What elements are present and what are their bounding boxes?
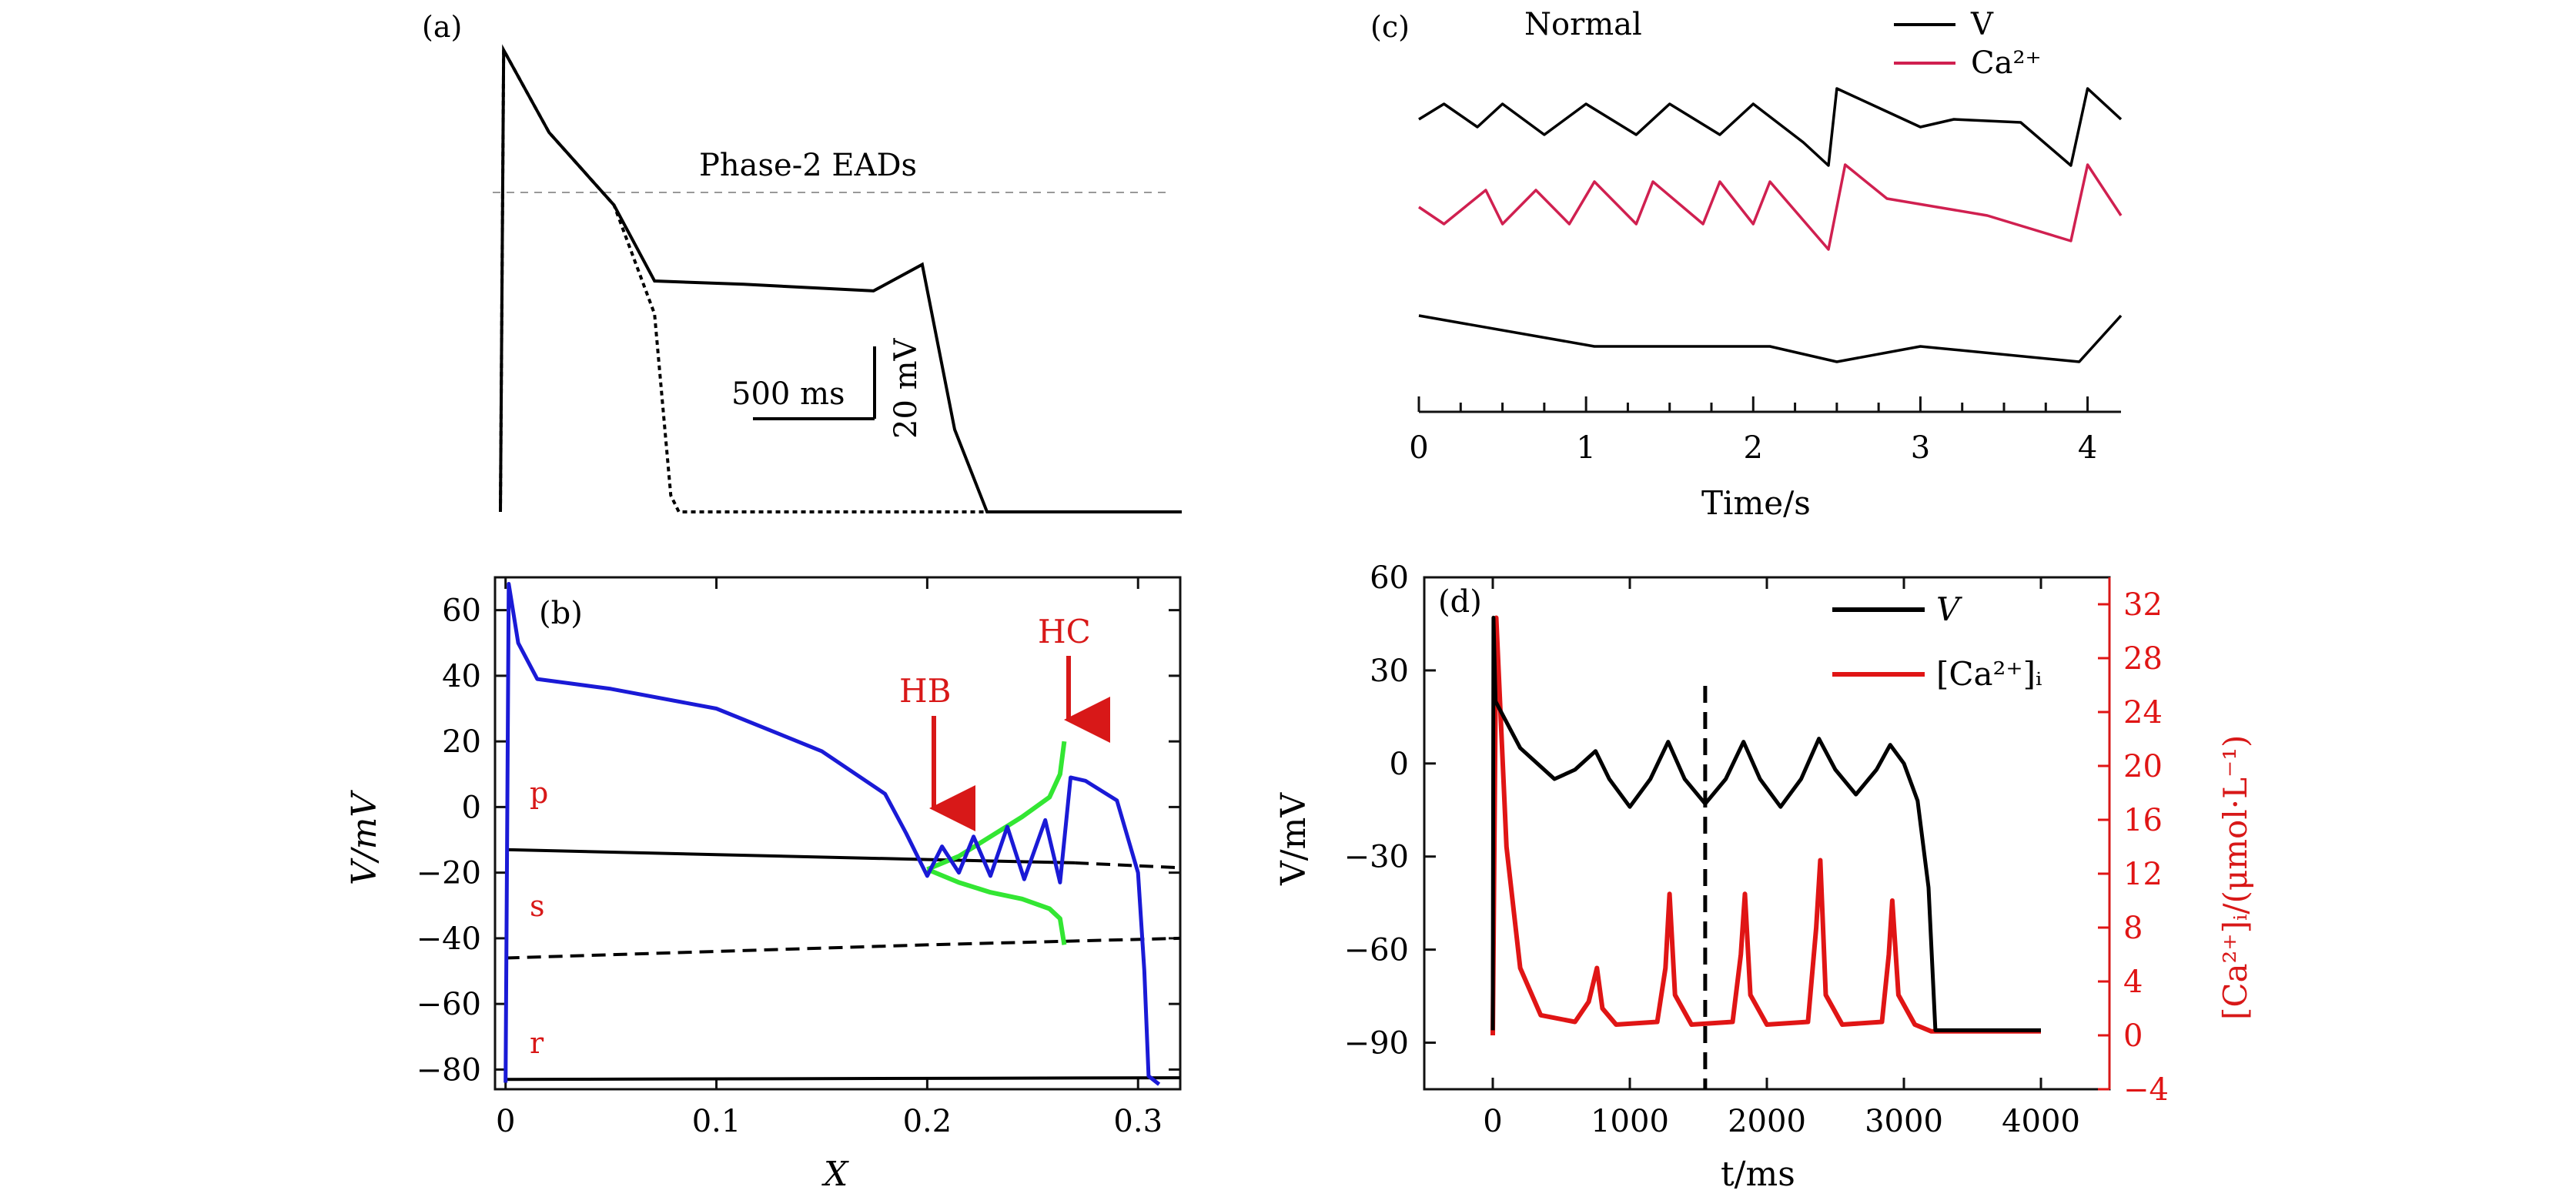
branch-label-p: p	[530, 776, 548, 810]
panel-b-xtick-label: 0.1	[692, 1104, 741, 1139]
panel-d-calcium-trace	[1490, 615, 2041, 1036]
panel-d-y2tick-label: 4	[2123, 965, 2143, 1000]
panel-d-y2tick-label: 32	[2123, 587, 2163, 623]
panel-c-traces	[1418, 87, 2123, 363]
panel-b-ytick-label: −20	[417, 856, 481, 891]
panel-b-xtick-label: 0.3	[1113, 1104, 1163, 1139]
panel-d-xtick-label: 0	[1483, 1104, 1502, 1139]
panel-c-xtick-label: 1	[1576, 430, 1595, 466]
hb-label: HB	[899, 672, 952, 710]
panel-c-axes: 0 1 2 3 4	[1409, 396, 2121, 466]
panel-d-y2tick-label: 20	[2123, 749, 2163, 784]
branch-r	[505, 1076, 1181, 1082]
blue-trajectory	[503, 582, 1161, 1086]
panel-a-label: (a)	[422, 10, 462, 44]
panel-b-axes: 0 0.1 0.2 0.3 60 40 20 0 −20 −40 −60 −80	[417, 577, 1180, 1139]
panel-d: 0 1000 2000 3000 4000 60 30 0 −30 −60 −90 32 28 24 20 1…	[1274, 560, 2254, 1194]
panel-b-ytick-label: −80	[417, 1052, 481, 1088]
panel-b-ytick-label: 40	[442, 659, 481, 694]
legend-d-v-label: V	[1936, 590, 1962, 628]
branch-p-stable	[505, 848, 1076, 864]
panel-c-xlabel: Time/s	[1701, 484, 1811, 522]
panel-d-y2tick-label: 28	[2123, 641, 2163, 677]
panel-d-xtick-label: 4000	[2002, 1104, 2080, 1139]
legend-d-ca-label: [Ca²⁺]ᵢ	[1936, 655, 2042, 693]
scale-bar-voltage-label: 20 mV	[888, 337, 924, 439]
panel-c-voltage-trace	[1418, 87, 2123, 167]
panel-b-ytick-label: 20	[442, 724, 481, 760]
eads-annotation: Phase-2 EADs	[699, 148, 917, 183]
legend-ca-label: Ca²⁺	[1971, 45, 2042, 81]
panel-d-xtick-label: 3000	[1865, 1104, 1943, 1139]
legend-v-label: V	[1970, 7, 1994, 42]
branch-s	[505, 936, 1181, 960]
panel-b-traces	[503, 582, 1181, 1086]
panel-b-xtick-label: 0.2	[903, 1104, 952, 1139]
panel-d-ytick-label: 30	[1370, 654, 1409, 689]
panel-b-ytick-label: −60	[417, 987, 481, 1022]
panel-d-y2tick-label: 0	[2123, 1018, 2143, 1054]
panel-b-ylabel: V/mV	[345, 790, 384, 885]
panel-d-y2tick-label: 12	[2123, 857, 2163, 892]
panel-d-label: (d)	[1438, 584, 1482, 620]
panel-b-ytick-label: 60	[442, 593, 481, 629]
panel-b-xtick-label: 0	[496, 1104, 515, 1139]
scale-bar: 500 ms 20 mV	[731, 337, 924, 439]
green-envelope-lower	[926, 867, 1067, 945]
panel-c-xtick-label: 3	[1911, 430, 1930, 466]
panel-c-label: (c)	[1370, 10, 1410, 44]
panel-c-calcium-trace	[1418, 163, 2123, 251]
panel-c-xtick-label: 4	[2078, 430, 2097, 466]
panel-a-traces	[499, 44, 1182, 513]
panel-b-xlabel: X	[821, 1155, 849, 1194]
panel-d-ytick-label: −90	[1344, 1026, 1409, 1062]
panel-c-title: Normal	[1524, 7, 1642, 42]
panel-b: 0 0.1 0.2 0.3 60 40 20 0 −20 −40 −60 −80 (b) V/mV X…	[345, 576, 1182, 1194]
green-envelope-upper	[926, 741, 1067, 872]
panel-a: (a) Phase-2 EADs 500 ms 20 mV	[422, 10, 1182, 513]
branch-p-unstable	[1075, 861, 1181, 870]
panel-b-ytick-label: −40	[417, 921, 481, 957]
panel-d-xtick-label: 2000	[1728, 1104, 1806, 1139]
panel-d-ytick-label: −60	[1344, 933, 1409, 968]
panel-b-frame	[493, 576, 1182, 1091]
panel-d-y2tick-label: 8	[2123, 911, 2143, 946]
panel-c-xtick-label: 2	[1744, 430, 1763, 466]
panel-c-ecg-trace	[1418, 314, 2123, 363]
panel-d-ytick-label: 0	[1390, 747, 1409, 782]
branch-label-r: r	[530, 1026, 544, 1060]
panel-d-y2tick-label: −4	[2123, 1072, 2169, 1108]
panel-c-legend: V Ca²⁺	[1894, 7, 2042, 81]
panel-d-xtick-label: 1000	[1591, 1104, 1669, 1139]
panel-d-axes: 0 1000 2000 3000 4000 60 30 0 −30 −60 −90 32 28 24 20 1…	[1344, 560, 2169, 1139]
panel-b-ytick-label: 0	[462, 790, 481, 825]
panel-d-frame	[1423, 576, 2111, 1091]
panel-d-ytick-label: −30	[1344, 840, 1409, 875]
panel-d-traces	[1490, 615, 2041, 1089]
panel-d-ytick-label: 60	[1370, 560, 1409, 596]
branch-label-s: s	[530, 889, 545, 923]
panel-d-ylabel: V/mV	[1274, 792, 1313, 886]
panel-c-xtick-label: 0	[1409, 430, 1428, 466]
panel-d-voltage-trace	[1490, 615, 2041, 1032]
panel-b-label: (b)	[539, 596, 583, 631]
panel-d-y2tick-label: 16	[2123, 803, 2163, 838]
panel-a-trace-2	[499, 44, 1182, 513]
hc-label: HC	[1038, 613, 1091, 650]
panel-c: (c) Normal V Ca²⁺ 0 1 2 3 4 Time/s	[1370, 7, 2123, 522]
panel-d-y2tick-label: 24	[2123, 695, 2163, 731]
scale-bar-time-label: 500 ms	[731, 376, 845, 412]
panel-d-xlabel: t/ms	[1721, 1155, 1795, 1194]
panel-a-trace-1	[499, 44, 1182, 513]
panel-d-y2label: [Ca²⁺]ᵢ/(μmol·L⁻¹)	[2216, 735, 2254, 1020]
panel-d-legend: V [Ca²⁺]ᵢ	[1832, 590, 2042, 693]
